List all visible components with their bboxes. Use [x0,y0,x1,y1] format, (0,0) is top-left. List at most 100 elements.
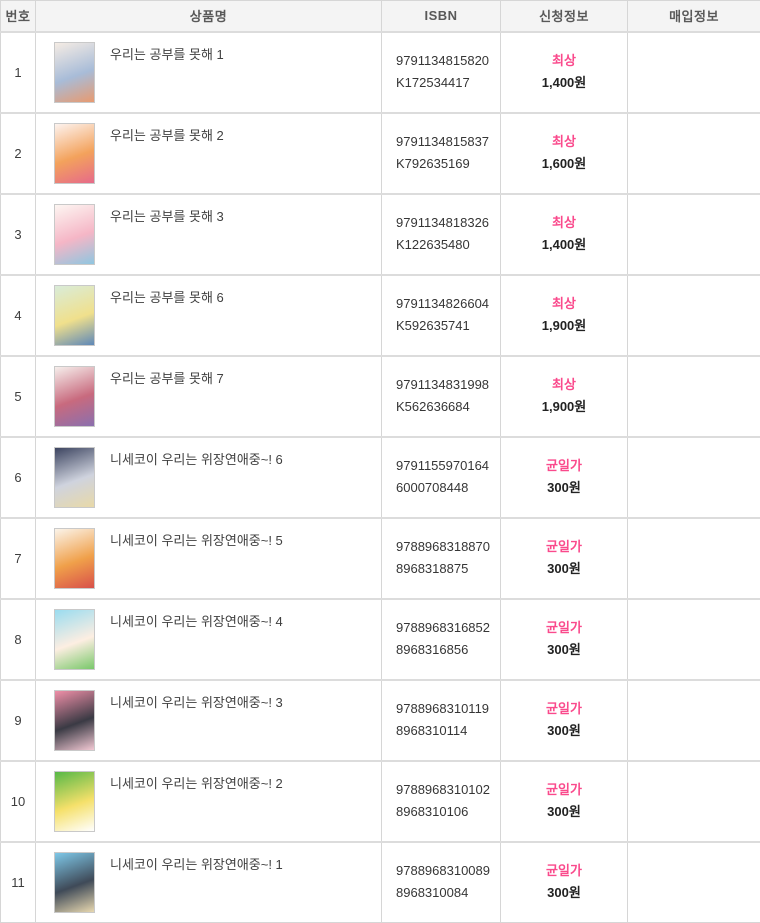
condition-grade: 최상 [501,131,627,153]
isbn-alt: K562636684 [396,396,500,418]
isbn-alt: 8968310114 [396,720,500,742]
book-cover-thumbnail[interactable] [54,123,95,184]
book-cover-thumbnail[interactable] [54,528,95,589]
request-price: 1,600원 [501,153,627,175]
request-price: 1,900원 [501,315,627,337]
table-row: 10 니세코이 우리는 위장연애중~! 2 9788968310102 8968… [1,761,760,842]
product-cell: 니세코이 우리는 위장연애중~! 2 [36,761,382,842]
isbn-cell: 9791134815837 K792635169 [382,113,501,194]
column-header-request: 신청정보 [501,1,628,32]
book-cover-thumbnail[interactable] [54,771,95,832]
book-cover-thumbnail[interactable] [54,852,95,913]
product-title[interactable]: 니세코이 우리는 위장연애중~! 4 [110,614,283,630]
product-cell: 니세코이 우리는 위장연애중~! 6 [36,437,382,518]
row-number: 4 [1,275,36,356]
purchase-info-cell [628,761,760,842]
product-title[interactable]: 우리는 공부를 못해 3 [110,209,224,225]
product-cell: 우리는 공부를 못해 2 [36,113,382,194]
purchase-info-cell [628,275,760,356]
isbn-cell: 9788968318870 8968318875 [382,518,501,599]
request-info-cell: 최상 1,400원 [501,194,628,275]
request-price: 300원 [501,801,627,823]
request-info-cell: 균일가 300원 [501,518,628,599]
condition-grade: 균일가 [501,860,627,882]
isbn-alt: 8968316856 [396,639,500,661]
book-cover-thumbnail[interactable] [54,285,95,346]
row-number: 7 [1,518,36,599]
request-price: 1,900원 [501,396,627,418]
request-info-cell: 최상 1,900원 [501,275,628,356]
isbn-alt: 8968310106 [396,801,500,823]
isbn-alt: K172534417 [396,72,500,94]
product-title[interactable]: 우리는 공부를 못해 7 [110,371,224,387]
book-cover-thumbnail[interactable] [54,447,95,508]
product-cell: 니세코이 우리는 위장연애중~! 1 [36,842,382,923]
purchase-info-cell [628,113,760,194]
purchase-info-cell [628,356,760,437]
row-number: 9 [1,680,36,761]
purchase-info-cell [628,518,760,599]
isbn-cell: 9788968310102 8968310106 [382,761,501,842]
isbn-13: 9791134815837 [396,131,500,153]
request-info-cell: 균일가 300원 [501,437,628,518]
purchase-info-cell [628,842,760,923]
isbn-13: 9788968316852 [396,617,500,639]
isbn-cell: 9788968310119 8968310114 [382,680,501,761]
column-header-no: 번호 [1,1,36,32]
purchase-info-cell [628,32,760,113]
isbn-alt: K122635480 [396,234,500,256]
table-header: 번호 상품명 ISBN 신청정보 매입정보 [1,1,760,32]
book-cover-thumbnail[interactable] [54,366,95,427]
purchase-info-cell [628,680,760,761]
product-cell: 우리는 공부를 못해 7 [36,356,382,437]
table-row: 9 니세코이 우리는 위장연애중~! 3 9788968310119 89683… [1,680,760,761]
purchase-info-cell [628,599,760,680]
product-title[interactable]: 니세코이 우리는 위장연애중~! 2 [110,776,283,792]
isbn-13: 9788968310089 [396,860,500,882]
product-title[interactable]: 니세코이 우리는 위장연애중~! 1 [110,857,283,873]
row-number: 8 [1,599,36,680]
condition-grade: 균일가 [501,455,627,477]
isbn-cell: 9791134815820 K172534417 [382,32,501,113]
condition-grade: 균일가 [501,779,627,801]
isbn-13: 9788968310102 [396,779,500,801]
table-row: 2 우리는 공부를 못해 2 9791134815837 K792635169 … [1,113,760,194]
isbn-alt: K592635741 [396,315,500,337]
book-cover-thumbnail[interactable] [54,690,95,751]
book-cover-thumbnail[interactable] [54,42,95,103]
product-cell: 니세코이 우리는 위장연애중~! 5 [36,518,382,599]
table-row: 3 우리는 공부를 못해 3 9791134818326 K122635480 … [1,194,760,275]
row-number: 1 [1,32,36,113]
isbn-13: 9791134831998 [396,374,500,396]
product-title[interactable]: 우리는 공부를 못해 1 [110,47,224,63]
request-price: 1,400원 [501,72,627,94]
isbn-cell: 9788968316852 8968316856 [382,599,501,680]
row-number: 5 [1,356,36,437]
request-price: 1,400원 [501,234,627,256]
request-info-cell: 균일가 300원 [501,680,628,761]
column-header-isbn: ISBN [382,1,501,32]
book-cover-thumbnail[interactable] [54,609,95,670]
isbn-13: 9791134815820 [396,50,500,72]
isbn-cell: 9788968310089 8968310084 [382,842,501,923]
product-title[interactable]: 우리는 공부를 못해 6 [110,290,224,306]
request-price: 300원 [501,639,627,661]
product-title[interactable]: 니세코이 우리는 위장연애중~! 3 [110,695,283,711]
condition-grade: 최상 [501,50,627,72]
isbn-alt: 6000708448 [396,477,500,499]
purchase-info-cell [628,437,760,518]
table-row: 6 니세코이 우리는 위장연애중~! 6 9791155970164 60007… [1,437,760,518]
product-cell: 우리는 공부를 못해 6 [36,275,382,356]
isbn-13: 9788968310119 [396,698,500,720]
request-info-cell: 균일가 300원 [501,599,628,680]
row-number: 10 [1,761,36,842]
isbn-13: 9791155970164 [396,455,500,477]
isbn-cell: 9791134826604 K592635741 [382,275,501,356]
product-title[interactable]: 니세코이 우리는 위장연애중~! 5 [110,533,283,549]
book-cover-thumbnail[interactable] [54,204,95,265]
product-cell: 니세코이 우리는 위장연애중~! 3 [36,680,382,761]
table-row: 8 니세코이 우리는 위장연애중~! 4 9788968316852 89683… [1,599,760,680]
product-title[interactable]: 우리는 공부를 못해 2 [110,128,224,144]
product-title[interactable]: 니세코이 우리는 위장연애중~! 6 [110,452,283,468]
